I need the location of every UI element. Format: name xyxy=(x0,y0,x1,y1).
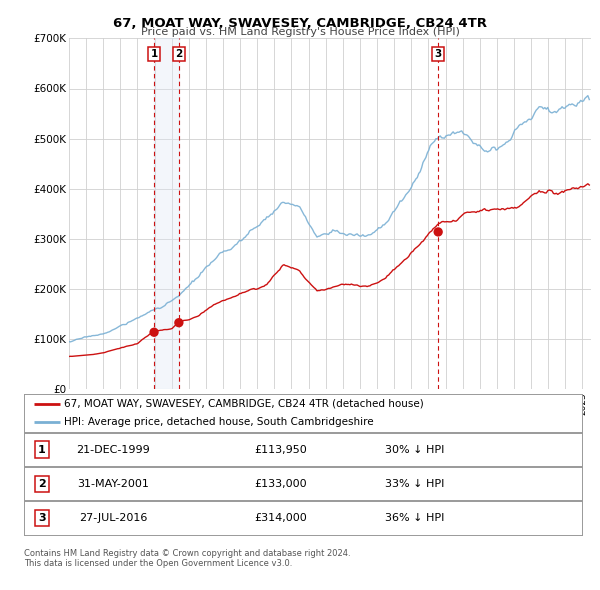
Text: 31-MAY-2001: 31-MAY-2001 xyxy=(77,479,149,489)
Text: This data is licensed under the Open Government Licence v3.0.: This data is licensed under the Open Gov… xyxy=(24,559,292,568)
Text: 67, MOAT WAY, SWAVESEY, CAMBRIDGE, CB24 4TR (detached house): 67, MOAT WAY, SWAVESEY, CAMBRIDGE, CB24 … xyxy=(64,399,424,409)
Text: 2: 2 xyxy=(38,479,46,489)
Point xyxy=(149,327,159,337)
Text: 3: 3 xyxy=(38,513,46,523)
Text: HPI: Average price, detached house, South Cambridgeshire: HPI: Average price, detached house, Sout… xyxy=(64,417,374,427)
Text: 27-JUL-2016: 27-JUL-2016 xyxy=(79,513,148,523)
Text: 1: 1 xyxy=(151,49,158,59)
Text: Price paid vs. HM Land Registry's House Price Index (HPI): Price paid vs. HM Land Registry's House … xyxy=(140,27,460,37)
Point xyxy=(433,227,443,237)
Text: 36% ↓ HPI: 36% ↓ HPI xyxy=(385,513,444,523)
Text: £113,950: £113,950 xyxy=(254,445,307,454)
Text: £133,000: £133,000 xyxy=(254,479,307,489)
Text: 3: 3 xyxy=(434,49,442,59)
Text: 67, MOAT WAY, SWAVESEY, CAMBRIDGE, CB24 4TR: 67, MOAT WAY, SWAVESEY, CAMBRIDGE, CB24 … xyxy=(113,17,487,30)
Text: 1: 1 xyxy=(38,445,46,454)
Text: 30% ↓ HPI: 30% ↓ HPI xyxy=(385,445,444,454)
Text: 2: 2 xyxy=(175,49,182,59)
Bar xyxy=(154,38,179,389)
Text: Contains HM Land Registry data © Crown copyright and database right 2024.: Contains HM Land Registry data © Crown c… xyxy=(24,549,350,558)
Point xyxy=(174,318,184,327)
Text: 33% ↓ HPI: 33% ↓ HPI xyxy=(385,479,444,489)
Text: 21-DEC-1999: 21-DEC-1999 xyxy=(76,445,150,454)
Text: £314,000: £314,000 xyxy=(254,513,307,523)
